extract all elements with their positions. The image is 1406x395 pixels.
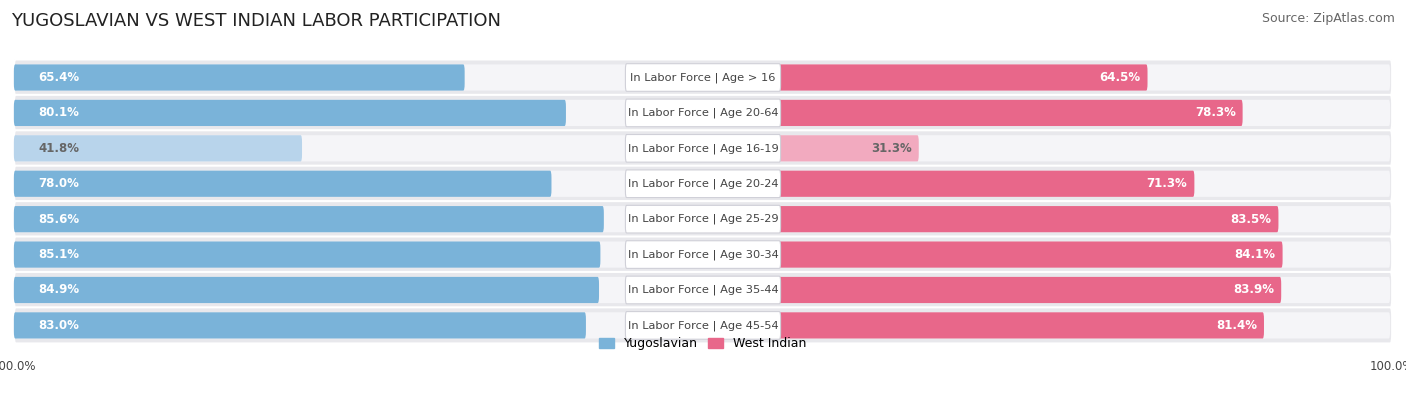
Text: 80.1%: 80.1% bbox=[38, 106, 79, 119]
Text: In Labor Force | Age > 16: In Labor Force | Age > 16 bbox=[630, 72, 776, 83]
FancyBboxPatch shape bbox=[626, 64, 780, 91]
FancyBboxPatch shape bbox=[626, 241, 780, 268]
Text: 83.9%: 83.9% bbox=[1233, 284, 1274, 297]
FancyBboxPatch shape bbox=[14, 171, 551, 197]
Text: 65.4%: 65.4% bbox=[38, 71, 79, 84]
Text: 84.9%: 84.9% bbox=[38, 284, 79, 297]
FancyBboxPatch shape bbox=[703, 64, 1147, 90]
Text: In Labor Force | Age 35-44: In Labor Force | Age 35-44 bbox=[627, 285, 779, 295]
FancyBboxPatch shape bbox=[703, 171, 1194, 197]
Text: 81.4%: 81.4% bbox=[1216, 319, 1257, 332]
FancyBboxPatch shape bbox=[14, 64, 464, 90]
FancyBboxPatch shape bbox=[14, 95, 1392, 131]
Text: 83.5%: 83.5% bbox=[1230, 213, 1271, 226]
Text: 41.8%: 41.8% bbox=[38, 142, 79, 155]
FancyBboxPatch shape bbox=[703, 312, 1264, 339]
FancyBboxPatch shape bbox=[14, 59, 1392, 96]
FancyBboxPatch shape bbox=[14, 135, 302, 162]
FancyBboxPatch shape bbox=[626, 135, 780, 162]
FancyBboxPatch shape bbox=[15, 312, 1391, 339]
FancyBboxPatch shape bbox=[703, 206, 1278, 232]
FancyBboxPatch shape bbox=[14, 130, 1392, 166]
FancyBboxPatch shape bbox=[626, 312, 780, 339]
Text: In Labor Force | Age 16-19: In Labor Force | Age 16-19 bbox=[627, 143, 779, 154]
FancyBboxPatch shape bbox=[14, 100, 567, 126]
FancyBboxPatch shape bbox=[15, 171, 1391, 197]
Text: In Labor Force | Age 25-29: In Labor Force | Age 25-29 bbox=[627, 214, 779, 224]
FancyBboxPatch shape bbox=[703, 241, 1282, 268]
Legend: Yugoslavian, West Indian: Yugoslavian, West Indian bbox=[595, 333, 811, 356]
FancyBboxPatch shape bbox=[15, 206, 1391, 232]
Text: Source: ZipAtlas.com: Source: ZipAtlas.com bbox=[1261, 12, 1395, 25]
Text: In Labor Force | Age 20-64: In Labor Force | Age 20-64 bbox=[627, 108, 779, 118]
Text: 85.1%: 85.1% bbox=[38, 248, 79, 261]
Text: In Labor Force | Age 20-24: In Labor Force | Age 20-24 bbox=[627, 179, 779, 189]
FancyBboxPatch shape bbox=[15, 64, 1391, 90]
FancyBboxPatch shape bbox=[14, 201, 1392, 237]
FancyBboxPatch shape bbox=[14, 241, 600, 268]
Text: In Labor Force | Age 30-34: In Labor Force | Age 30-34 bbox=[627, 249, 779, 260]
FancyBboxPatch shape bbox=[626, 170, 780, 198]
Text: 64.5%: 64.5% bbox=[1099, 71, 1140, 84]
Text: 71.3%: 71.3% bbox=[1147, 177, 1188, 190]
FancyBboxPatch shape bbox=[14, 166, 1392, 202]
Text: In Labor Force | Age 45-54: In Labor Force | Age 45-54 bbox=[627, 320, 779, 331]
Text: 85.6%: 85.6% bbox=[38, 213, 79, 226]
Text: 78.3%: 78.3% bbox=[1195, 106, 1236, 119]
FancyBboxPatch shape bbox=[14, 307, 1392, 344]
FancyBboxPatch shape bbox=[703, 135, 918, 162]
FancyBboxPatch shape bbox=[626, 205, 780, 233]
FancyBboxPatch shape bbox=[14, 272, 1392, 308]
FancyBboxPatch shape bbox=[15, 241, 1391, 268]
FancyBboxPatch shape bbox=[14, 312, 586, 339]
FancyBboxPatch shape bbox=[14, 237, 1392, 273]
Text: YUGOSLAVIAN VS WEST INDIAN LABOR PARTICIPATION: YUGOSLAVIAN VS WEST INDIAN LABOR PARTICI… bbox=[11, 12, 502, 30]
FancyBboxPatch shape bbox=[15, 100, 1391, 126]
Text: 83.0%: 83.0% bbox=[38, 319, 79, 332]
FancyBboxPatch shape bbox=[626, 276, 780, 304]
FancyBboxPatch shape bbox=[14, 206, 603, 232]
FancyBboxPatch shape bbox=[14, 277, 599, 303]
FancyBboxPatch shape bbox=[15, 277, 1391, 303]
FancyBboxPatch shape bbox=[626, 99, 780, 127]
FancyBboxPatch shape bbox=[15, 135, 1391, 162]
Text: 31.3%: 31.3% bbox=[872, 142, 912, 155]
Text: 84.1%: 84.1% bbox=[1234, 248, 1275, 261]
FancyBboxPatch shape bbox=[703, 277, 1281, 303]
FancyBboxPatch shape bbox=[703, 100, 1243, 126]
Text: 78.0%: 78.0% bbox=[38, 177, 79, 190]
